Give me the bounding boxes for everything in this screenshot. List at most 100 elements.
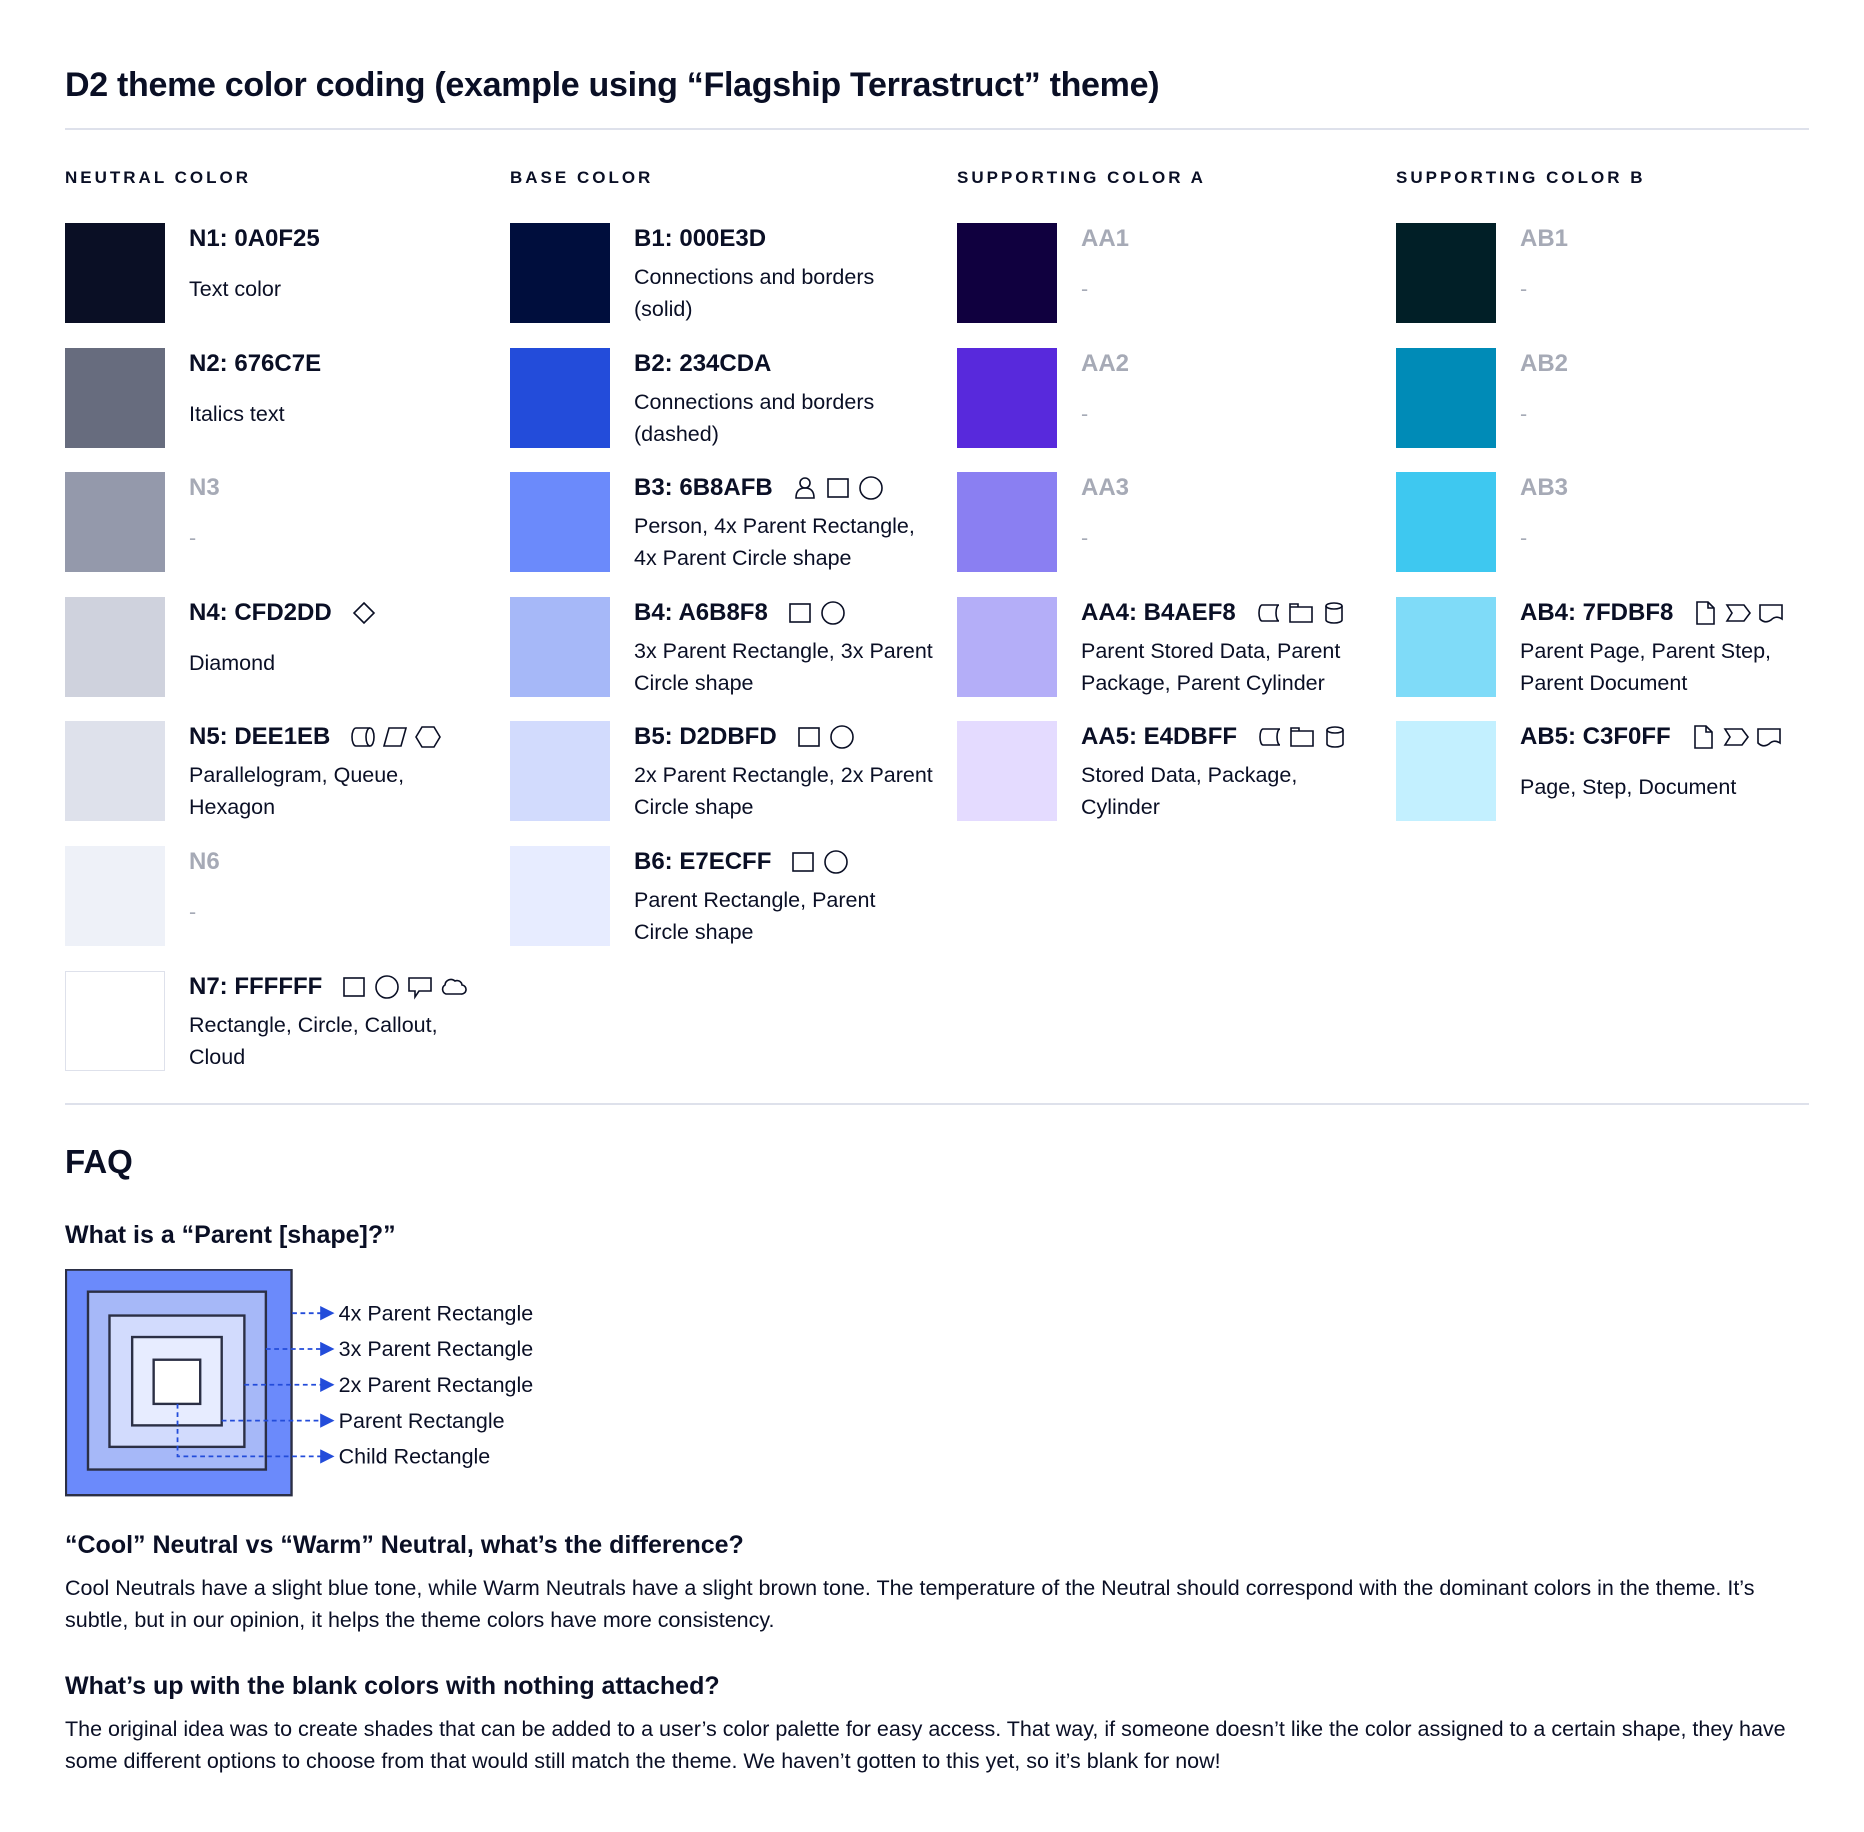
color-label-row: N7: FFFFFF	[189, 973, 468, 1001]
parallelogram-icon	[383, 727, 408, 748]
color-usage: Stored Data, Package, Cylinder	[1081, 763, 1298, 820]
diagram-label: 3x Parent Rectangle	[339, 1337, 534, 1361]
column-heading: BASE COLOR	[510, 168, 654, 187]
divider	[65, 128, 1809, 130]
queue-icon	[351, 727, 376, 748]
color-usage: Parent Page, Parent Step, Parent Documen…	[1520, 638, 1771, 695]
color-usage: 2x Parent Rectangle, 2x Parent Circle sh…	[634, 763, 933, 820]
color-label: B4: A6B8F8	[634, 598, 768, 626]
color-entry: N5: DEE1EB Parallelogram, Queue, Hexagon	[65, 721, 505, 822]
color-label-row: B4: A6B8F8	[634, 599, 847, 627]
shape-icons	[340, 973, 468, 1001]
color-label: N1: 0A0F25	[189, 225, 320, 252]
color-label-row: AB4: 7FDBF8	[1520, 599, 1785, 627]
color-usage: Text color	[189, 277, 282, 301]
color-label: AA3	[1081, 474, 1130, 502]
color-entry: N2: 676C7E Italics text	[65, 347, 505, 448]
color-entry: N3 -	[65, 472, 505, 573]
color-usage: -	[1520, 526, 1528, 551]
diagram-label: 4x Parent Rectangle	[339, 1301, 534, 1325]
color-swatch	[1396, 596, 1496, 697]
color-label: AB2	[1520, 349, 1569, 377]
color-entry: B4: A6B8F8 3x Parent Rectangle, 3x Parent…	[510, 596, 950, 697]
hexagon-icon	[415, 726, 442, 749]
page-icon	[1696, 600, 1716, 625]
faq-answer-blank-colors: The original idea was to create shades t…	[65, 1717, 1786, 1773]
package-icon	[1290, 727, 1314, 748]
color-entry: AA4: B4AEF8 Parent Stored Data, Parent Pa…	[957, 596, 1397, 697]
color-swatch	[65, 347, 165, 448]
rectangle-icon	[792, 852, 815, 872]
pointer-arrow	[176, 1403, 335, 1464]
color-swatch	[65, 596, 165, 697]
color-label-row: AA2	[1081, 350, 1129, 378]
cloud-icon	[442, 978, 468, 995]
shape-icons	[789, 848, 850, 876]
color-entry: AB5: C3F0FF Page, Step, Document	[1396, 721, 1836, 822]
color-label-row: N3	[189, 474, 220, 502]
color-label: N4: CFD2DD	[189, 598, 332, 626]
color-entry: B1: 000E3D Connections and borders (solid…	[510, 223, 950, 323]
parent-shape-diagram: 4x Parent Rectangle 3x Parent Rectangle …	[65, 1269, 534, 1497]
color-usage: Connections and borders (solid)	[634, 265, 875, 321]
color-swatch	[957, 721, 1057, 822]
color-label-row: AA4: B4AEF8	[1081, 599, 1348, 627]
faq-question-parent-shape: What is a “Parent [shape]?”	[65, 1221, 396, 1249]
color-entry: B3: 6B8AFB Person, 4x Parent Rectangle, 4…	[510, 472, 950, 573]
color-swatch	[957, 347, 1057, 448]
color-label: N5: DEE1EB	[189, 723, 331, 751]
color-label: AA1	[1081, 225, 1130, 252]
color-swatch	[65, 721, 165, 822]
color-label: B6: E7ECFF	[634, 848, 772, 875]
color-swatch	[510, 223, 610, 323]
color-label-row: AA3	[1081, 474, 1129, 502]
rectangle-icon	[826, 478, 849, 498]
color-usage: -	[1520, 401, 1528, 426]
color-swatch	[957, 223, 1057, 323]
color-usage: -	[189, 526, 197, 551]
column-heading: SUPPORTING COLOR B	[1396, 168, 1646, 187]
color-label: AB4: 7FDBF8	[1520, 598, 1674, 626]
step-icon	[1723, 728, 1749, 747]
color-swatch	[510, 472, 610, 573]
color-usage: Rectangle, Circle, Callout, Cloud	[189, 1012, 438, 1069]
color-entry: AA5: E4DBFF Stored Data, Package, Cylinde…	[957, 721, 1397, 822]
circle-icon	[375, 974, 400, 999]
color-label-row: B3: 6B8AFB	[634, 474, 885, 502]
color-label: N3	[189, 474, 220, 502]
color-entry: B5: D2DBFD 2x Parent Rectangle, 2x Parent…	[510, 721, 950, 822]
color-entry: AB1 -	[1396, 223, 1836, 323]
color-usage: Italics text	[189, 401, 285, 426]
color-usage: -	[1081, 401, 1089, 426]
stored-data-icon	[1257, 603, 1279, 622]
child-rectangle	[152, 1358, 202, 1406]
diamond-icon	[352, 601, 375, 624]
color-usage: Page, Step, Document	[1520, 775, 1737, 800]
color-entry: AB2 -	[1396, 347, 1836, 448]
color-label: AB3	[1520, 474, 1569, 502]
color-label: AA5: E4DBFF	[1081, 723, 1238, 751]
color-swatch	[1396, 347, 1496, 448]
rectangle-icon	[797, 727, 820, 748]
color-entry: B6: E7ECFF Parent Rectangle, Parent Circl…	[510, 846, 950, 946]
page-title: D2 theme color coding (example using “Fl…	[65, 66, 1160, 104]
shape-icons	[786, 599, 847, 627]
diagram-label: Parent Rectangle	[339, 1409, 505, 1433]
color-entry: AB3 -	[1396, 472, 1836, 573]
color-label: N6	[189, 848, 220, 875]
color-usage: Parent Stored Data, Parent Package, Pare…	[1081, 638, 1341, 695]
color-usage: Diamond	[189, 650, 276, 675]
color-label-row: N1: 0A0F25	[189, 225, 320, 253]
shape-icons	[1689, 723, 1783, 751]
color-entry: N4: CFD2DD Diamond	[65, 596, 505, 697]
circle-icon	[829, 725, 854, 750]
shape-icons	[1255, 723, 1349, 751]
color-label-row: AA1	[1081, 225, 1129, 253]
color-swatch	[1396, 472, 1496, 573]
shape-icons	[350, 599, 378, 627]
color-usage: Person, 4x Parent Rectangle, 4x Parent C…	[634, 514, 915, 571]
diagram-label: Child Rectangle	[339, 1445, 491, 1469]
color-usage: Connections and borders (dashed)	[634, 389, 875, 446]
color-label-row: AB1	[1520, 225, 1568, 253]
color-usage: Parent Rectangle, Parent Circle shape	[634, 888, 876, 944]
